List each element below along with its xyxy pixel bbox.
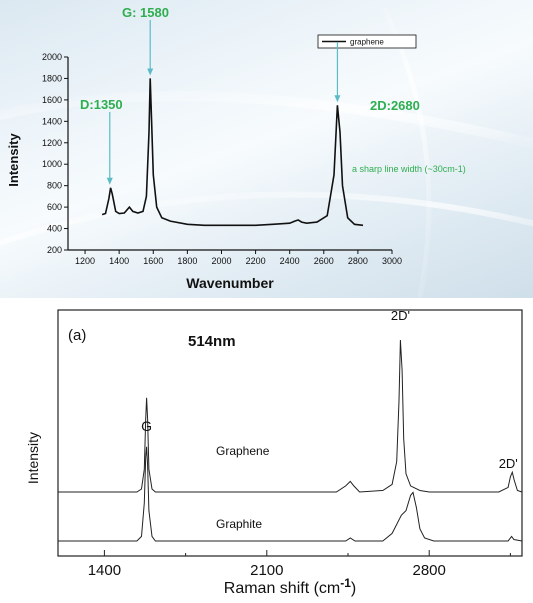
top-x-tick-label: 2200: [246, 256, 266, 266]
bottom-x-tick-label: 2100: [250, 562, 283, 579]
top-axes: 1200 1400 1600 1800 2000 2200 2400 2600 2800 3000…: [42, 52, 402, 266]
bottom-y-axis-label: Intensity: [25, 432, 41, 484]
bottom-raman-chart: 1400 2100 2800 Graphene Graphite G 2D' 2D' (a)…: [25, 308, 523, 597]
2d-prime-overtone-label: 2D': [499, 456, 518, 471]
top-x-tick-label: 2000: [211, 256, 231, 266]
top-y-tick-label: 400: [47, 224, 62, 234]
d-peak-label: D:1350: [80, 97, 123, 112]
graphene-series-label: Graphene: [216, 444, 270, 458]
top-x-tick-label: 2400: [280, 256, 300, 266]
line-width-note: a sharp line width (~30cm-1): [352, 164, 466, 174]
top-y-tick-label: 200: [47, 245, 62, 255]
top-legend: graphene: [317, 34, 417, 49]
top-x-axis-label: Wavenumber: [186, 275, 274, 291]
2d-peak-label: 2D:2680: [370, 98, 420, 113]
top-y-tick-label: 1200: [42, 138, 62, 148]
panel-label: (a): [68, 327, 86, 344]
d-peak-arrowhead: [106, 177, 113, 185]
bottom-labels: Graphene Graphite G 2D' 2D': [141, 308, 518, 531]
top-y-tick-label: 1800: [42, 73, 62, 83]
bottom-series: [58, 339, 523, 542]
g-peak-label: G: 1580: [122, 5, 169, 20]
top-y-tick-label: 1600: [42, 95, 62, 105]
top-x-tick-label: 1400: [109, 256, 129, 266]
top-x-tick-label: 1600: [143, 256, 163, 266]
top-x-tick-label: 1800: [177, 256, 197, 266]
graphene-spectrum-line: [58, 339, 523, 493]
2d-prime-peak-label: 2D': [391, 308, 410, 323]
top-x-tick-label: 2600: [314, 256, 334, 266]
top-y-tick-label: 600: [47, 202, 62, 212]
bottom-x-axis-label: Raman shift (cm-1): [224, 576, 356, 597]
background-streaks: [0, 0, 533, 298]
bottom-x-tick-label: 2800: [413, 562, 446, 579]
bottom-plot-frame: [57, 309, 523, 557]
graphene-spectrum-line: [101, 78, 364, 227]
g-peak-label: G: [141, 418, 152, 434]
bottom-chart-panel: 1400 2100 2800 Graphene Graphite G 2D' 2D' (a)…: [0, 298, 533, 603]
bottom-axes: 1400 2100 2800: [57, 309, 523, 579]
top-annotations: D:1350 G: 1580 2D:2680 a sharp line width (…: [80, 5, 466, 185]
bottom-x-tick-label: 1400: [88, 562, 121, 579]
top-y-tick-label: 800: [47, 181, 62, 191]
top-legend-box: [317, 34, 417, 49]
top-y-tick-label: 1000: [42, 159, 62, 169]
top-y-tick-label: 1400: [42, 116, 62, 126]
2d-peak-arrowhead: [334, 95, 341, 103]
top-x-tick-label: 3000: [382, 256, 402, 266]
graphite-spectrum-line: [58, 446, 523, 542]
bottom-chart-title: 514nm: [188, 333, 236, 350]
top-raman-chart: 1200 1400 1600 1800 2000 2200 2400 2600 2800 3000…: [0, 0, 533, 298]
top-y-tick-label: 2000: [42, 52, 62, 62]
top-chart-panel: 1200 1400 1600 1800 2000 2200 2400 2600 2800 3000…: [0, 0, 533, 298]
graphite-series-label: Graphite: [216, 517, 262, 531]
top-series: graphene: [101, 34, 417, 227]
top-legend-label: graphene: [350, 38, 384, 47]
top-x-tick-label: 1200: [75, 256, 95, 266]
top-x-tick-label: 2800: [348, 256, 368, 266]
top-y-axis-label: Intensity: [6, 133, 21, 187]
g-peak-arrowhead: [147, 68, 154, 76]
